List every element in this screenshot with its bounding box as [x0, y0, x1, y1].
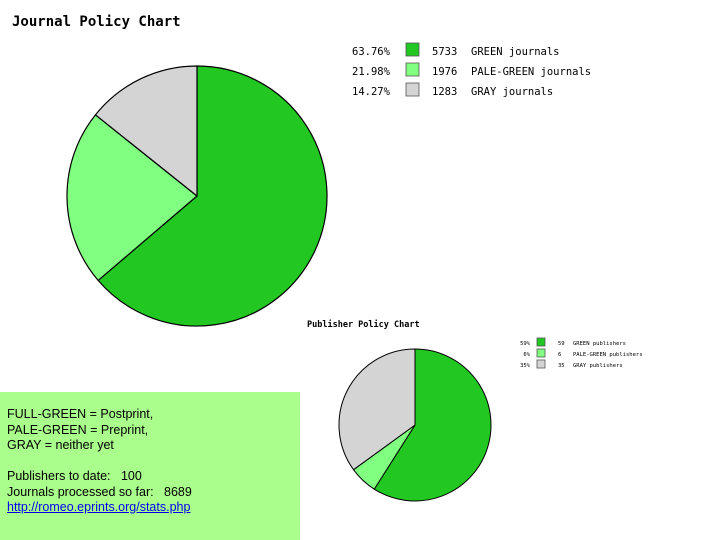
publishers-count: Publishers to date: 100: [7, 469, 142, 483]
stats-link[interactable]: http://romeo.eprints.org/stats.php: [7, 500, 191, 514]
legend-count: 1976: [432, 66, 457, 78]
pie-slice-2: [338, 348, 416, 471]
legend-count: 59: [558, 341, 565, 347]
legend-swatch: [405, 82, 420, 97]
legend-swatch: [536, 359, 546, 369]
pie-slice-0: [97, 65, 328, 327]
legend-percent: 21.98%: [352, 66, 391, 78]
publisher-pie: [338, 348, 492, 502]
legend-count: 35: [558, 363, 565, 369]
legend-percent: 6%: [523, 352, 530, 358]
legend-label: PALE-GREEN publishers: [573, 352, 643, 358]
note-gray: GRAY = neither yet: [7, 438, 114, 452]
legend-swatch: [405, 42, 420, 57]
note-pale-green: PALE-GREEN = Preprint,: [7, 422, 149, 437]
legend-swatch: [536, 337, 546, 347]
legend-count: 5733: [432, 46, 457, 58]
legend-count: 6: [558, 352, 561, 358]
legend-percent: 14.27%: [352, 86, 391, 98]
legend-percent: 59%: [520, 341, 531, 347]
legend-count: 1283: [432, 86, 457, 98]
journal-chart-title: Journal Policy Chart: [12, 14, 181, 30]
legend-swatch: [536, 348, 546, 358]
journals-count: Journals processed so far: 8689: [7, 484, 192, 499]
pie-slice-0: [373, 348, 492, 502]
publisher-legend: 59% 59 GREEN publishers 6% 6 PALE-GREEN publi…: [520, 337, 643, 369]
legend-label: GRAY publishers: [573, 363, 623, 369]
legend-label: GRAY journals: [471, 86, 553, 98]
publisher-chart-title: Publisher Policy Chart: [307, 319, 420, 330]
pie-slice-1: [66, 114, 198, 282]
legend-label: GREEN journals: [471, 46, 560, 58]
policy-notes-panel: FULL-GREEN = Postprint, PALE-GREEN = Pre…: [0, 392, 300, 540]
legend-percent: 63.76%: [352, 46, 391, 58]
journal-pie: [66, 65, 328, 327]
legend-label: GREEN publishers: [573, 341, 626, 347]
pie-slice-2: [94, 65, 198, 197]
legend-percent: 35%: [520, 363, 531, 369]
journal-legend: 63.76% 5733 GREEN journals 21.98% 1976 PALE-G…: [352, 42, 591, 98]
note-full-green: FULL-GREEN = Postprint,: [7, 407, 154, 421]
legend-label: PALE-GREEN journals: [471, 66, 591, 78]
legend-swatch: [405, 62, 420, 77]
